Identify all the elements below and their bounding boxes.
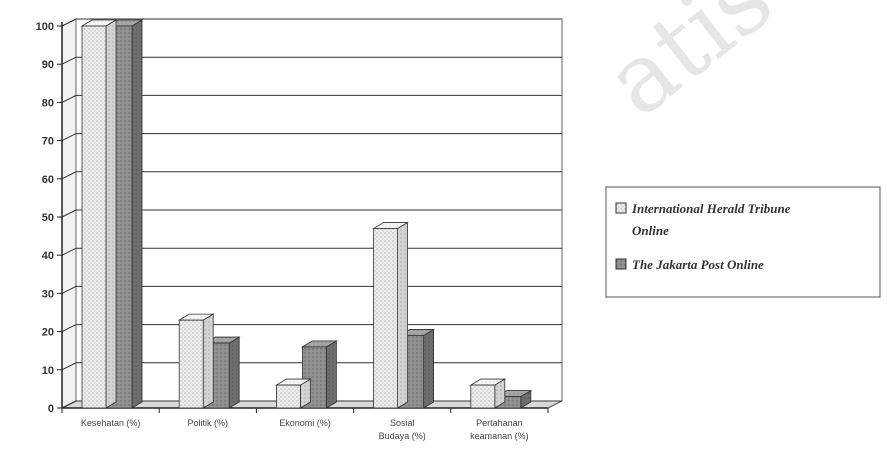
y-tick-label: 80 — [42, 97, 54, 109]
legend-swatch — [615, 202, 627, 214]
bar-herald-tribune — [274, 378, 312, 409]
gridline — [61, 133, 562, 142]
x-tick-label: Budaya (%) — [379, 431, 426, 441]
x-axis-ticks: Kesehatan (%) Politik (%) Ekonomi (%) Sosia… — [61, 408, 549, 441]
x-tick-label: Ekonomi (%) — [279, 418, 331, 428]
y-tick-label: 90 — [42, 59, 54, 71]
bar-herald-tribune-front — [373, 228, 399, 409]
y-tick-label: 10 — [42, 365, 54, 377]
y-tick-label: 60 — [42, 174, 54, 186]
bar-herald-tribune-front — [81, 25, 107, 409]
bar-herald-tribune-front — [470, 384, 496, 409]
bar-jakarta-post — [300, 340, 338, 409]
legend-label: Online — [632, 223, 669, 238]
bar-jakarta-post-side — [131, 19, 143, 409]
bar-herald-tribune-front — [275, 384, 301, 409]
bar-herald-tribune-side — [105, 19, 117, 409]
bar-herald-tribune — [177, 313, 215, 409]
legend-box — [605, 186, 881, 298]
legend-swatch — [615, 258, 627, 270]
y-tick-label: 100 — [36, 21, 54, 33]
gridline — [61, 18, 562, 27]
gridline — [61, 56, 562, 65]
y-tick-label: 50 — [42, 212, 54, 224]
gridline — [61, 209, 562, 218]
bar-herald-tribune — [469, 378, 507, 409]
bar-jakarta-post-side — [325, 340, 337, 409]
bar-herald-tribune — [372, 221, 410, 409]
bar-herald-tribune-front — [178, 319, 204, 409]
gridline — [61, 171, 562, 180]
y-tick-label: 0 — [48, 403, 54, 415]
legend-label: International Herald Tribune — [631, 201, 791, 216]
bar-jakarta-post-side — [423, 328, 435, 409]
bar-herald-tribune — [80, 19, 118, 409]
bar-jakarta-post-side — [228, 336, 240, 409]
x-tick-label: Kesehatan (%) — [81, 418, 141, 428]
legend: International Herald Tribune Online The Ja… — [605, 186, 881, 298]
x-tick-label: Pertahanan — [476, 418, 523, 428]
bar-jakarta-post — [495, 389, 533, 409]
x-tick-label: keamanan (%) — [470, 431, 529, 441]
y-axis-ticks: 0 10 20 30 40 50 60 70 80 90 100 — [36, 21, 62, 415]
bar-herald-tribune-side — [397, 221, 409, 409]
legend-label: The Jakarta Post Online — [632, 257, 764, 272]
bar-group — [80, 19, 533, 409]
y-tick-label: 30 — [42, 288, 54, 300]
x-tick-label: Sosial — [390, 418, 415, 428]
watermark-text: atis — [585, 0, 792, 138]
y-tick-label: 70 — [42, 136, 54, 148]
bar-herald-tribune-side — [202, 313, 214, 409]
y-tick-label: 20 — [42, 327, 54, 339]
y-tick-label: 40 — [42, 250, 54, 262]
gridline — [61, 94, 562, 103]
x-tick-label: Politik (%) — [188, 418, 229, 428]
bar-jakarta-post-front — [301, 346, 327, 409]
